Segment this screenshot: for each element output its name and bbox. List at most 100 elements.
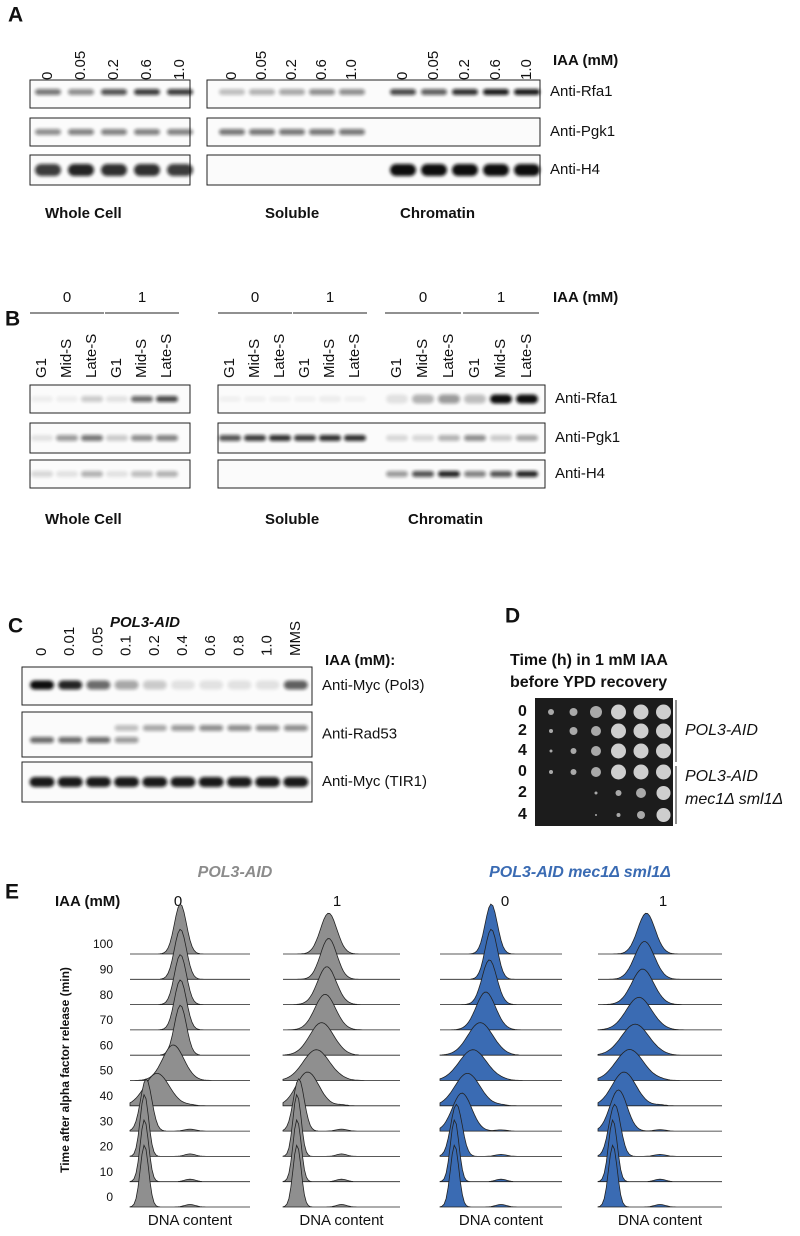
colony-spot bbox=[549, 770, 553, 774]
band bbox=[68, 89, 94, 95]
colony-spot bbox=[549, 729, 553, 733]
histogram-ridge bbox=[440, 959, 562, 1005]
condition-label: 1 bbox=[138, 289, 146, 306]
band bbox=[134, 164, 160, 176]
band bbox=[483, 89, 509, 95]
time-tick: 30 bbox=[100, 1114, 114, 1128]
condition-label: 1 bbox=[659, 893, 667, 910]
band bbox=[198, 777, 224, 787]
panel-title: before YPD recovery bbox=[510, 674, 667, 691]
blot-label: Anti-H4 bbox=[555, 465, 605, 482]
band bbox=[319, 435, 341, 441]
band bbox=[226, 777, 252, 787]
band bbox=[452, 89, 478, 95]
histogram-ridge bbox=[283, 966, 400, 1005]
band bbox=[339, 89, 365, 95]
band bbox=[114, 737, 139, 743]
blot-label: Anti-Rfa1 bbox=[550, 83, 613, 100]
band bbox=[114, 777, 140, 787]
band bbox=[438, 471, 460, 477]
band bbox=[219, 129, 245, 135]
band bbox=[81, 396, 103, 402]
blot-label: Anti-Myc (Pol3) bbox=[322, 677, 425, 694]
lane-label: 0 bbox=[33, 648, 50, 656]
plate bbox=[535, 698, 673, 826]
band bbox=[269, 396, 291, 402]
blot-label: Anti-Rad53 bbox=[322, 725, 397, 742]
histogram-ridge bbox=[130, 1004, 250, 1056]
colony-spot bbox=[611, 743, 626, 759]
band bbox=[452, 164, 478, 176]
histogram-ridge bbox=[283, 912, 400, 955]
strain-title: POL3-AID bbox=[198, 864, 273, 881]
fraction-label: Chromatin bbox=[408, 511, 483, 528]
histogram-ridge bbox=[282, 1071, 400, 1107]
lane-label: 0 bbox=[223, 72, 240, 80]
histogram-ridge bbox=[439, 1092, 562, 1132]
band bbox=[249, 89, 275, 95]
histogram-ridge bbox=[130, 979, 250, 1031]
row-label: 0 bbox=[518, 703, 527, 720]
strain-title: POL3-AID mec1Δ sml1Δ bbox=[489, 864, 671, 881]
band bbox=[106, 471, 128, 477]
colony-spot bbox=[637, 811, 645, 819]
condition-label: 0 bbox=[63, 289, 71, 306]
band bbox=[81, 471, 103, 477]
lane-label: Late-S bbox=[518, 334, 535, 378]
band bbox=[81, 435, 103, 441]
row-label: 4 bbox=[518, 806, 527, 823]
x-axis-label: DNA content bbox=[459, 1212, 544, 1229]
time-tick: 50 bbox=[100, 1064, 114, 1078]
band bbox=[279, 89, 305, 95]
histogram-ridge bbox=[130, 954, 250, 1005]
band bbox=[339, 129, 365, 135]
histogram-ridge bbox=[282, 1049, 400, 1081]
histogram-ridge bbox=[597, 1089, 722, 1132]
band bbox=[294, 396, 316, 402]
histogram-ridge bbox=[283, 938, 400, 980]
row-label: 0 bbox=[518, 763, 527, 780]
lane-label: Mid-S bbox=[58, 339, 75, 378]
lane-label: 0.8 bbox=[230, 635, 247, 656]
band bbox=[269, 435, 291, 441]
axis-label: IAA (mM) bbox=[553, 52, 618, 69]
lane-label: 0.05 bbox=[253, 51, 270, 80]
time-tick: 100 bbox=[93, 937, 113, 951]
axis-label: IAA (mM) bbox=[55, 893, 120, 910]
band bbox=[386, 435, 408, 441]
histogram-ridge bbox=[440, 928, 562, 980]
band bbox=[86, 680, 111, 690]
colony-spot bbox=[590, 706, 602, 718]
colony-spot bbox=[633, 743, 649, 759]
band bbox=[199, 680, 224, 690]
blot-frame bbox=[21, 711, 313, 758]
band bbox=[255, 680, 280, 690]
time-tick: 10 bbox=[100, 1165, 114, 1179]
band bbox=[58, 737, 83, 743]
lane-label: 0.6 bbox=[138, 59, 155, 80]
histogram-ridge bbox=[439, 1049, 562, 1081]
histogram-ridge bbox=[439, 1073, 562, 1107]
condition-label: 0 bbox=[251, 289, 259, 306]
x-axis-label: DNA content bbox=[299, 1212, 384, 1229]
condition-label: 1 bbox=[497, 289, 505, 306]
band bbox=[171, 725, 195, 731]
band bbox=[516, 435, 538, 441]
fraction-label: Chromatin bbox=[400, 205, 475, 222]
panel-label: C bbox=[8, 615, 23, 638]
band bbox=[156, 471, 178, 477]
band bbox=[516, 471, 538, 477]
band bbox=[170, 777, 196, 787]
lane-label: Mid-S bbox=[246, 339, 263, 378]
colony-spot bbox=[594, 791, 598, 795]
lane-label: 1.0 bbox=[343, 59, 360, 80]
panel-title: Time (h) in 1 mM IAA bbox=[510, 652, 668, 669]
band bbox=[490, 394, 512, 404]
histogram-ridge bbox=[440, 903, 562, 955]
band bbox=[319, 396, 341, 402]
blot-label: Anti-Pgk1 bbox=[550, 123, 615, 140]
fraction-label: Soluble bbox=[265, 511, 319, 528]
y-axis-label: Time after alpha factor release (min) bbox=[58, 967, 72, 1173]
band bbox=[114, 680, 139, 690]
colony-spot bbox=[611, 764, 626, 780]
